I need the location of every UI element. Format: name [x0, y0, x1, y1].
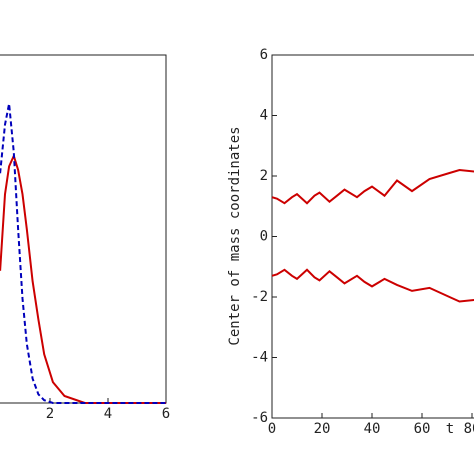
y-tick-label: 4: [260, 108, 268, 124]
x-tick-label: 60: [414, 421, 431, 437]
x-tick-label: 2: [46, 406, 54, 422]
y-axis-label: Center of mass coordinates: [227, 126, 243, 345]
x-tick-label: 20: [314, 421, 331, 437]
x-tick-label: 0: [268, 421, 276, 437]
x-tick-label: 40: [364, 421, 381, 437]
series-line: [0, 153, 166, 404]
y-tick-label: -2: [251, 289, 268, 305]
series-line: [271, 168, 474, 205]
x-tick-label: 6: [162, 406, 170, 422]
y-tick-label: 0: [260, 229, 268, 245]
y-tick-label: -6: [251, 410, 268, 426]
y-tick-label: -4: [251, 350, 268, 366]
x-tick-label: 80: [464, 421, 474, 437]
y-tick-label: 6: [260, 47, 268, 63]
series-line: [271, 268, 474, 303]
x-tick-label: 4: [104, 406, 112, 422]
x-axis-label: t: [446, 421, 454, 437]
series-line: [0, 103, 166, 404]
y-tick-label: 2: [260, 168, 268, 184]
plot-frame: [0, 54, 167, 404]
